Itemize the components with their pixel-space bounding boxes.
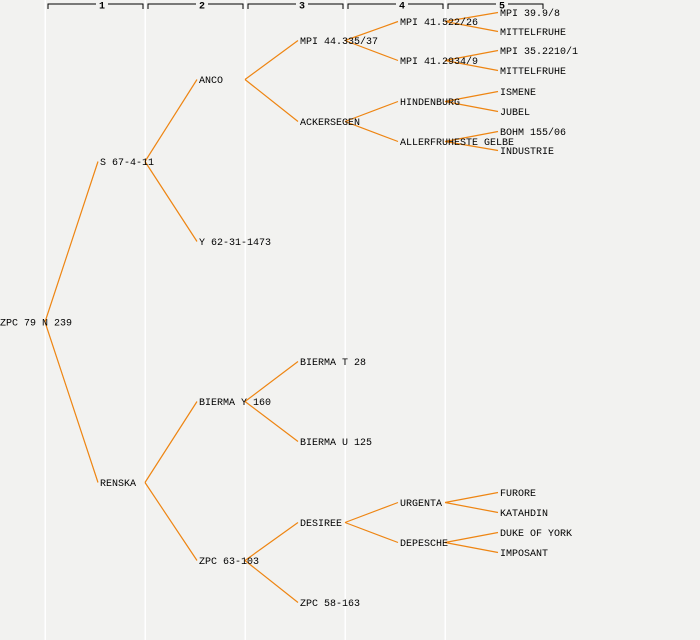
branch-line <box>244 560 299 603</box>
branch-line <box>444 130 499 143</box>
ruler-bracket <box>347 3 444 9</box>
branch-line <box>444 541 499 554</box>
generation-number: 4 <box>399 2 405 13</box>
branch-line <box>144 161 198 242</box>
branch-line <box>444 501 499 514</box>
branch-line <box>444 49 499 62</box>
generation-ruler: 1 2 3 4 5 <box>47 0 544 13</box>
branch-line <box>144 401 198 483</box>
pedigree-edges <box>44 11 499 603</box>
branch-line <box>344 521 399 544</box>
node-label-industrie[interactable]: INDUSTRIE <box>500 147 554 158</box>
grid-lines <box>44 0 446 640</box>
pedigree-nodes: ZPC 79 N 239 S 67-4-11 ANCO MPI 44.335/37 MP… <box>0 8 578 610</box>
node-label-mpi-41-2934-9[interactable]: MPI 41.2934/9 <box>400 56 478 68</box>
node-label-urgenta[interactable]: URGENTA <box>400 499 442 510</box>
branch-line <box>344 120 399 143</box>
branch-line <box>144 482 198 561</box>
branch-line <box>244 522 299 561</box>
branch-line <box>444 531 499 544</box>
branch-line <box>444 100 499 113</box>
ruler-digit-halo <box>196 0 208 10</box>
node-label-imposant[interactable]: IMPOSANT <box>500 549 548 560</box>
node-label-mpi-44-335-37[interactable]: MPI 44.335/37 <box>300 36 378 48</box>
node-label-furore[interactable]: FURORE <box>500 489 536 500</box>
branch-line <box>244 79 299 122</box>
branch-line <box>444 90 499 103</box>
node-label-ackersegen[interactable]: ACKERSEGEN <box>300 118 360 129</box>
node-label-mittelfruhe[interactable]: MITTELFRUHE <box>500 67 566 78</box>
branch-line <box>444 11 499 23</box>
node-label-renska[interactable]: RENSKA <box>100 479 136 490</box>
node-label-bierma-u-125[interactable]: BIERMA U 125 <box>300 438 372 449</box>
node-label-zpc-58-163[interactable]: ZPC 58-163 <box>300 599 360 610</box>
branch-line <box>44 321 99 483</box>
branch-line <box>444 20 499 33</box>
generation-number: 3 <box>299 2 305 13</box>
node-label-mpi-41-522-26[interactable]: MPI 41.522/26 <box>400 17 478 29</box>
ruler-digit-halo <box>296 0 308 10</box>
node-label-katahdin[interactable]: KATAHDIN <box>500 509 548 520</box>
node-label-jubel[interactable]: JUBEL <box>500 108 530 119</box>
node-label-bierma-t-28[interactable]: BIERMA T 28 <box>300 358 366 369</box>
node-label-depesche[interactable]: DEPESCHE <box>400 539 448 550</box>
node-label-y-62-31-1473[interactable]: Y 62-31-1473 <box>199 238 271 249</box>
ruler-digit-halo <box>496 0 508 10</box>
generation-number: 2 <box>199 2 205 13</box>
ruler-bracket <box>247 3 344 9</box>
node-label-allerfruheste-gelbe[interactable]: ALLERFRUHESTE GELBE <box>400 138 514 149</box>
branch-line <box>244 361 299 402</box>
ruler-digit-halo <box>96 0 108 10</box>
node-label-zpc-79-n-239[interactable]: ZPC 79 N 239 <box>0 319 72 330</box>
branch-line <box>444 491 499 504</box>
ruler-bracket <box>147 3 244 9</box>
branch-line <box>444 140 499 152</box>
generation-number: 1 <box>99 2 105 13</box>
branch-line <box>344 501 399 524</box>
ruler-bracket <box>447 3 544 9</box>
node-label-mittelfruhe[interactable]: MITTELFRUHE <box>500 28 566 39</box>
node-label-duke-of-york[interactable]: DUKE OF YORK <box>500 529 572 540</box>
generation-number: 5 <box>499 2 505 13</box>
node-label-desiree[interactable]: DESIREE <box>300 519 342 530</box>
branch-line <box>344 100 399 123</box>
branch-line <box>244 401 299 442</box>
node-label-bohm-155-06[interactable]: BOHM 155/06 <box>500 127 566 139</box>
ruler-bracket <box>47 3 144 9</box>
branch-line <box>344 20 399 42</box>
node-label-mpi-35-2210-1[interactable]: MPI 35.2210/1 <box>500 46 578 58</box>
branch-line <box>444 59 499 72</box>
node-label-bierma-y-160[interactable]: BIERMA Y 160 <box>199 398 271 409</box>
branch-line <box>244 40 299 80</box>
node-label-zpc-63-103[interactable]: ZPC 63-103 <box>199 557 259 568</box>
branch-line <box>344 39 399 62</box>
branch-line <box>144 79 198 162</box>
node-label-hindenburg[interactable]: HINDENBURG <box>400 98 460 109</box>
node-label-ismene[interactable]: ISMENE <box>500 88 536 99</box>
node-label-mpi-39-9-8[interactable]: MPI 39.9/8 <box>500 8 560 20</box>
ruler-digit-halo <box>396 0 408 10</box>
node-label-anco[interactable]: ANCO <box>199 76 223 87</box>
node-label-s-67-4-11[interactable]: S 67-4-11 <box>100 158 154 169</box>
branch-line <box>44 161 99 323</box>
